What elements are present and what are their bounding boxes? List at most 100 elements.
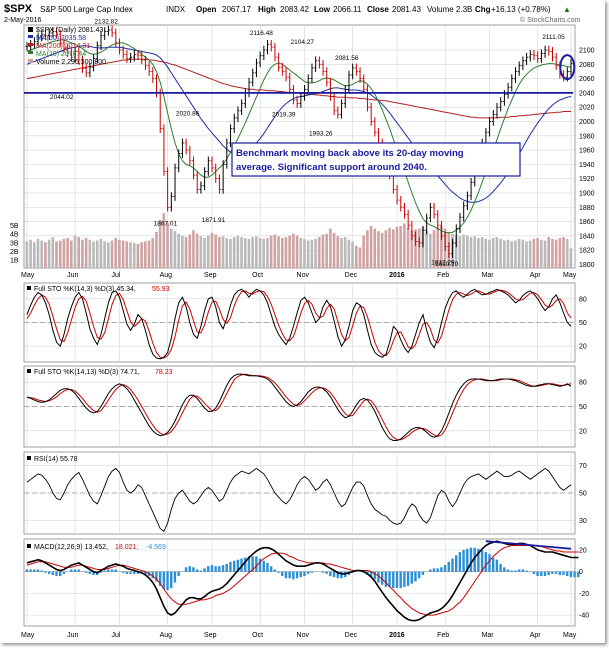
macd-histogram-bar [200, 571, 202, 572]
macd-histogram-bar [274, 569, 276, 571]
volume-bar [403, 223, 406, 268]
volume-bar [547, 237, 550, 268]
chart-date: 2-May-2016 [4, 17, 41, 24]
price-label: 2116.48 [250, 30, 273, 37]
volume-bar [566, 239, 569, 268]
volume-bar [192, 230, 195, 268]
macd-histogram-bar [107, 569, 109, 571]
bottom-x-label: Jul [112, 632, 121, 639]
volume-bar [233, 237, 236, 268]
macd-histogram-bar [89, 572, 91, 574]
volume-legend-swatch [28, 59, 33, 63]
volume-bar [174, 231, 177, 268]
volume-bar [203, 238, 206, 268]
price-panel-tick-label: 1800 [579, 262, 595, 269]
bottom-x-label: May [563, 632, 577, 639]
volume-bar [514, 241, 517, 268]
macd-histogram-bar [296, 572, 298, 579]
macd-legend: MACD(12,26,9) 13.452, 18.021, -4.569 [27, 544, 166, 551]
macd-histogram-bar [307, 572, 309, 574]
sto1-legend-k: Full STO %K(14,3) %D(3) 45.34, [34, 286, 136, 293]
sto2-legend-swatch [27, 369, 31, 373]
chg-label: Chg [475, 5, 491, 14]
volume-bar [518, 239, 521, 268]
volume-bar [274, 235, 277, 268]
volume-bar [555, 240, 558, 268]
volume-bar [329, 229, 332, 268]
macd-histogram-bar [573, 572, 575, 578]
macd-histogram-bar [385, 572, 387, 587]
macd-legend-swatch [27, 544, 31, 548]
volume-tick-label: 5B [10, 223, 19, 230]
macd-histogram-bar [418, 572, 420, 579]
volume-bar [529, 241, 532, 268]
macd-histogram-bar [485, 552, 487, 572]
volume-bar [359, 247, 362, 268]
volume-bar [29, 240, 32, 268]
volume-bar [74, 235, 77, 268]
volume-bar [40, 241, 43, 268]
macd-histogram-bar [281, 572, 283, 576]
price-x-label: Sep [204, 272, 217, 279]
price-panel-tick-label: 1960 [579, 148, 595, 155]
macd-histogram-bar [388, 572, 390, 587]
volume-bar [292, 234, 295, 268]
macd-histogram-bar [214, 566, 216, 572]
macd-histogram-bar [115, 569, 117, 571]
macd-histogram-bar [510, 571, 512, 572]
macd-histogram-bar [448, 562, 450, 572]
volume-bar [322, 235, 325, 268]
macd-histogram-bar [340, 572, 342, 579]
volume-bar [425, 231, 428, 268]
macd-histogram-bar [177, 572, 179, 576]
volume-bar [507, 240, 510, 268]
volume-bar [114, 238, 117, 268]
macd-histogram-bar [433, 568, 435, 571]
volume-bar [336, 236, 339, 268]
volume-bar [259, 238, 262, 268]
volume-bar [144, 241, 147, 268]
rsi-tick-label: 50 [579, 491, 587, 498]
volume-bar [333, 233, 336, 268]
low-label: Low [314, 5, 331, 14]
macd-histogram-bar [70, 569, 72, 571]
macd-histogram-bar [492, 557, 494, 571]
macd-histogram-bar [522, 569, 524, 571]
volume-bar [466, 235, 469, 268]
macd-histogram-bar [540, 572, 542, 576]
price-panel-tick-label: 1940 [579, 162, 595, 169]
volume-bar [340, 238, 343, 268]
volume-bar [133, 243, 136, 268]
macd-histogram-bar [440, 567, 442, 571]
legend-volume: Volume 2,296,300,800 [36, 59, 106, 66]
volume-bar [388, 228, 391, 268]
volume-bar [496, 237, 499, 268]
macd-histogram-bar [226, 564, 228, 572]
volume-bar [570, 248, 573, 268]
macd-histogram-bar [126, 572, 128, 574]
macd-histogram-bar [300, 572, 302, 578]
legend-ma20: MA(20) 2076.44 [36, 51, 86, 58]
price-x-label: Dec [345, 272, 358, 279]
price-panel-tick-label: 1840 [579, 233, 595, 240]
macd-histogram-bar [547, 572, 549, 575]
volume-bar [533, 239, 536, 268]
price-x-label: Mar [482, 272, 495, 279]
bottom-x-label: Jun [67, 632, 78, 639]
price-x-label: 2016 [389, 272, 405, 279]
macd-histogram-bar [429, 569, 431, 571]
macd-histogram-bar [111, 569, 113, 571]
macd-histogram-bar [488, 554, 490, 572]
volume-bar [225, 238, 228, 268]
macd-histogram-bar [507, 569, 509, 571]
macd-histogram-bar [407, 572, 409, 586]
rsi-tick-label: 30 [579, 518, 587, 525]
price-panel-tick-label: 1860 [579, 219, 595, 226]
volume-bar [181, 235, 184, 268]
volume-bar [155, 232, 158, 268]
macd-histogram-bar [163, 572, 165, 590]
macd-histogram-bar [244, 557, 246, 571]
annotation-line-2: average. Significant support around 2040… [236, 162, 427, 173]
price-panel-tick-label: 1900 [579, 190, 595, 197]
